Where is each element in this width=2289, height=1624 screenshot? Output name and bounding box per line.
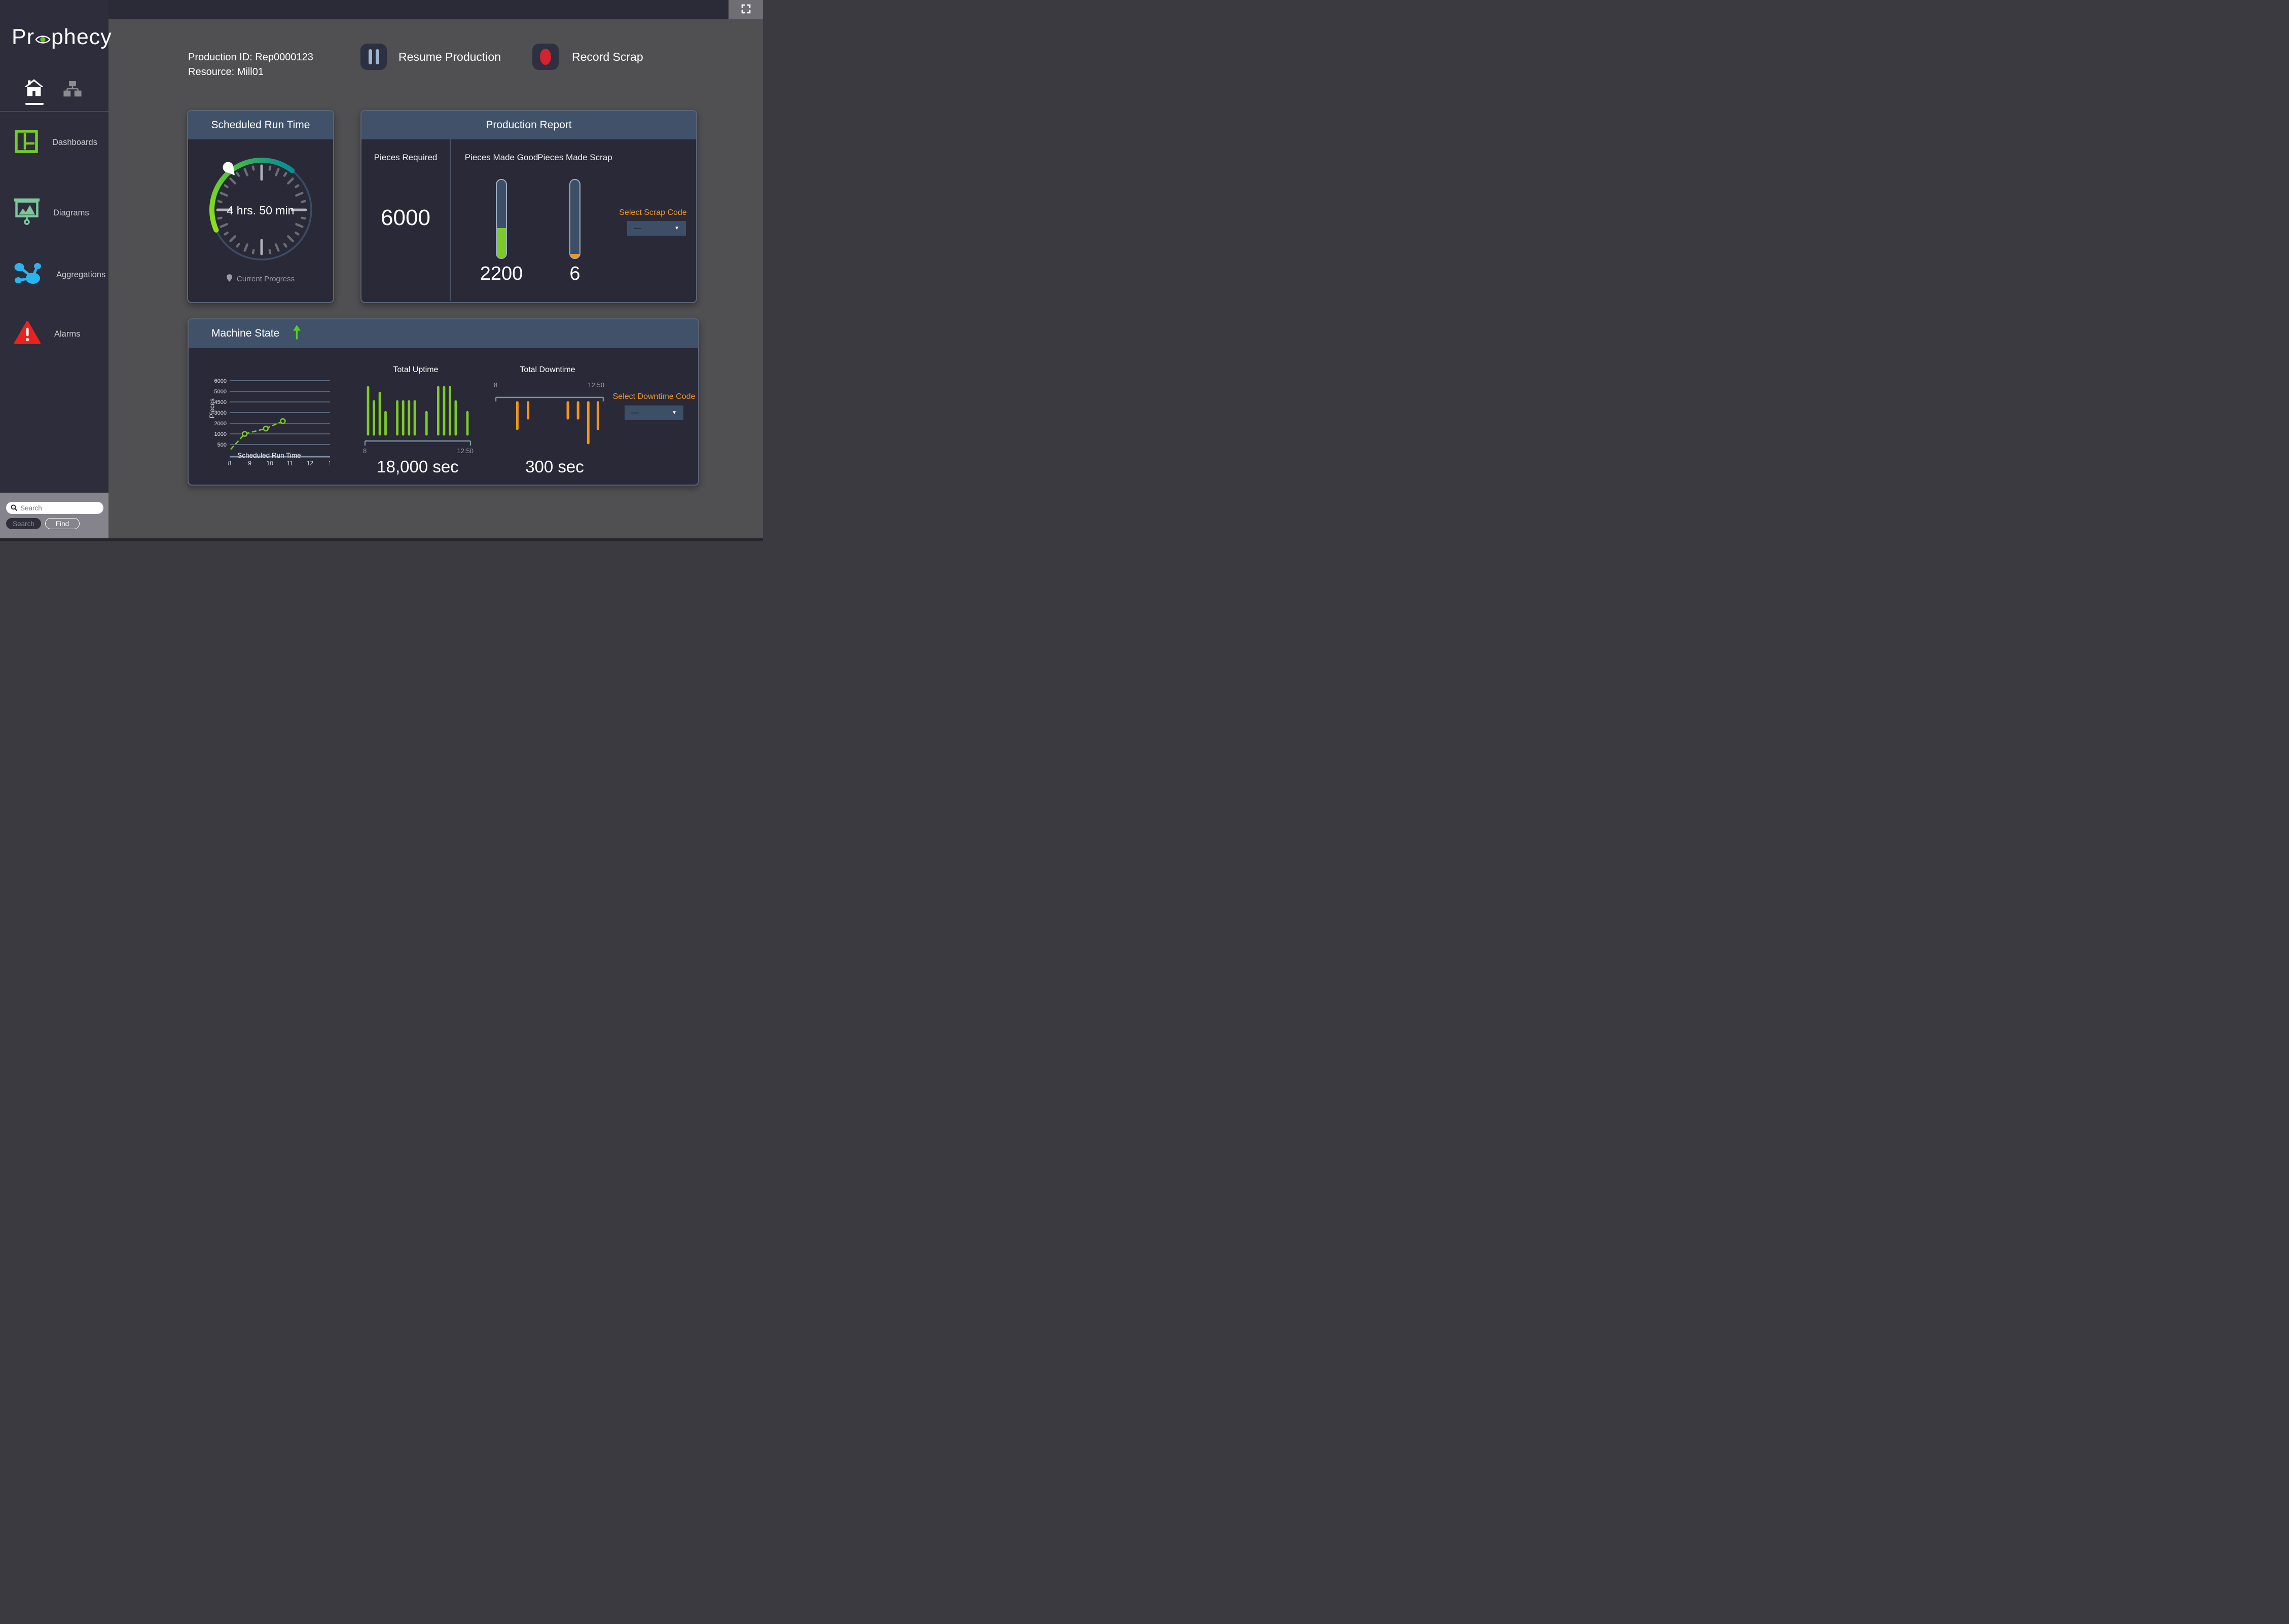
scrap-code-dropdown[interactable]: — ▼ bbox=[627, 221, 686, 236]
search-input[interactable] bbox=[6, 502, 103, 514]
fullscreen-button[interactable] bbox=[729, 0, 763, 19]
total-downtime-value: 300 sec bbox=[525, 457, 584, 476]
sitemap-icon[interactable] bbox=[63, 81, 82, 99]
section-divider bbox=[450, 139, 451, 301]
machine-state-card: Machine State Pieces 6000 5000 4500 3000 200… bbox=[188, 318, 699, 486]
pieces-made-good-value: 2200 bbox=[480, 263, 523, 284]
card-title: Production Report bbox=[361, 111, 696, 139]
svg-text:4500: 4500 bbox=[214, 399, 227, 405]
record-icon bbox=[540, 49, 551, 65]
production-info: Production ID: Rep0000123 Resource: Mill… bbox=[188, 50, 313, 80]
svg-text:3000: 3000 bbox=[214, 410, 227, 416]
aggregations-network-icon bbox=[14, 261, 43, 289]
sidebar-item-dashboards[interactable]: Dashboards bbox=[14, 130, 97, 156]
total-uptime-title: Total Uptime bbox=[393, 365, 439, 374]
record-scrap-label: Record Scrap bbox=[572, 50, 643, 63]
top-bar bbox=[0, 0, 763, 19]
resume-production-label: Resume Production bbox=[398, 50, 501, 63]
trend-up-icon bbox=[293, 324, 301, 343]
sidebar: Pr phecy bbox=[0, 0, 112, 541]
svg-text:9: 9 bbox=[248, 460, 251, 467]
bottom-strip bbox=[0, 538, 763, 541]
pieces-made-scrap-value: 6 bbox=[569, 263, 580, 284]
svg-text:1: 1 bbox=[329, 460, 330, 467]
total-downtime-title: Total Downtime bbox=[520, 365, 575, 374]
home-icon[interactable] bbox=[24, 79, 44, 98]
alarms-warning-icon bbox=[14, 321, 41, 348]
find-button[interactable]: Find bbox=[45, 518, 80, 529]
scrap-fill-level bbox=[570, 254, 579, 258]
card-title: Scheduled Run Time bbox=[188, 111, 333, 139]
uptime-range-start: 8 bbox=[363, 447, 367, 455]
record-scrap-button[interactable] bbox=[532, 44, 559, 70]
dropdown-arrow-icon: ▼ bbox=[672, 410, 677, 416]
svg-text:8: 8 bbox=[228, 460, 232, 467]
svg-text:11: 11 bbox=[287, 460, 294, 467]
card-title: Machine State bbox=[211, 327, 280, 339]
app-window: Pr phecy bbox=[0, 0, 763, 541]
svg-text:5000: 5000 bbox=[214, 389, 227, 395]
pieces-line-chart: 6000 5000 4500 3000 2000 1000 500 8 9 10 11 12 1 bbox=[214, 378, 330, 467]
search-button[interactable]: Search bbox=[6, 518, 41, 529]
downtime-range-start: 8 bbox=[494, 381, 498, 389]
progress-pin-icon bbox=[226, 274, 232, 284]
downtime-bar-chart bbox=[495, 396, 604, 445]
resume-production-button[interactable] bbox=[360, 44, 387, 70]
uptime-range-end: 12:50 bbox=[457, 447, 474, 455]
downtime-range-end: 12:50 bbox=[588, 381, 604, 389]
pieces-scrap-tube-gauge bbox=[569, 179, 580, 259]
pieces-good-tube-gauge bbox=[496, 179, 507, 259]
pieces-required-label: Pieces Required bbox=[374, 153, 438, 162]
production-id-text: Production ID: Rep0000123 bbox=[188, 52, 313, 63]
pause-icon bbox=[368, 49, 372, 64]
pieces-made-scrap-label: Pieces Made Scrap bbox=[537, 153, 612, 162]
production-report-card: Production Report Pieces Required 6000 P… bbox=[360, 110, 697, 303]
select-scrap-code-label: Select Scrap Code bbox=[619, 208, 687, 217]
svg-text:2000: 2000 bbox=[214, 421, 227, 427]
resource-text: Resource: Mill01 bbox=[188, 66, 264, 78]
sidebar-divider bbox=[0, 111, 108, 112]
svg-text:10: 10 bbox=[267, 460, 274, 467]
svg-text:6000: 6000 bbox=[214, 378, 227, 384]
run-time-gauge bbox=[209, 158, 312, 261]
downtime-code-dropdown[interactable]: — ▼ bbox=[625, 405, 683, 420]
scrap-code-value: — bbox=[634, 224, 641, 233]
line-chart-xlabel: Scheduled Run Time bbox=[237, 452, 301, 459]
sidebar-item-diagrams[interactable]: Diagrams bbox=[14, 198, 89, 228]
app-logo: Pr phecy bbox=[12, 23, 112, 51]
svg-text:1000: 1000 bbox=[214, 431, 227, 437]
total-uptime-value: 18,000 sec bbox=[377, 457, 459, 476]
pieces-made-good-label: Pieces Made Good bbox=[464, 153, 538, 162]
svg-text:500: 500 bbox=[217, 442, 227, 448]
active-tab-indicator bbox=[25, 103, 44, 105]
run-time-value: 4 hrs. 50 min bbox=[227, 204, 295, 217]
scheduled-run-time-card: Scheduled Run Time 4 hrs. 50 min Current… bbox=[187, 110, 334, 303]
progress-legend-label: Current Progress bbox=[236, 275, 295, 283]
select-downtime-code-label: Select Downtime Code bbox=[612, 392, 696, 401]
downtime-code-value: — bbox=[631, 409, 639, 417]
fullscreen-icon bbox=[741, 4, 751, 15]
sidebar-item-alarms[interactable]: Alarms bbox=[14, 321, 80, 348]
dashboards-layout-icon bbox=[14, 130, 39, 156]
dropdown-arrow-icon: ▼ bbox=[674, 226, 679, 231]
sidebar-item-aggregations[interactable]: Aggregations bbox=[14, 261, 105, 289]
svg-text:12: 12 bbox=[307, 460, 314, 467]
uptime-bar-chart bbox=[364, 386, 471, 446]
pieces-required-value: 6000 bbox=[381, 205, 430, 230]
sidebar-search-panel: Search Find bbox=[0, 493, 108, 538]
diagrams-presentation-icon bbox=[14, 198, 40, 228]
logo-eye-icon bbox=[35, 26, 51, 51]
good-fill-level bbox=[497, 228, 506, 258]
